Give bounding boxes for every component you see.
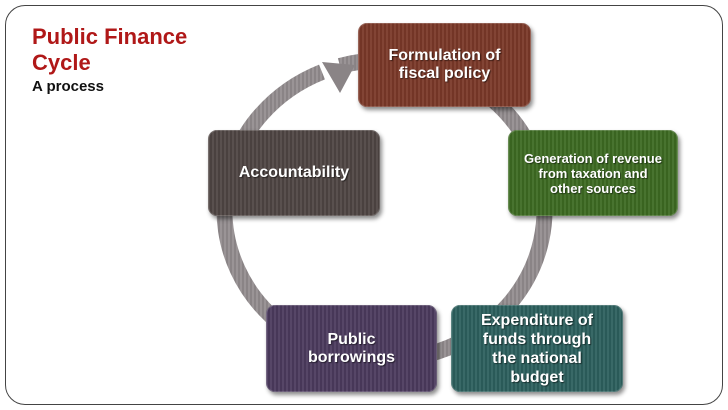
step-label: Accountability [238, 164, 350, 181]
step-accountability: Accountability [208, 130, 380, 216]
slide-frame [5, 5, 723, 405]
slide-subtitle: A process [32, 78, 104, 95]
step-label: Formulation of fiscal policy [388, 47, 501, 82]
step-formulation-fiscal-policy: Formulation of fiscal policy [358, 23, 531, 107]
step-label: Generation of revenue from taxation and … [524, 150, 662, 196]
cycle-arrowhead-icon [322, 62, 355, 93]
step-label: Public borrowings [307, 330, 396, 366]
step-generation-of-revenue: Generation of revenue from taxation and … [508, 130, 678, 216]
step-label: Expenditure of funds through the nationa… [480, 311, 593, 386]
slide-title: Public Finance Cycle [32, 24, 188, 75]
step-public-borrowings: Public borrowings [266, 305, 437, 392]
step-expenditure-of-funds: Expenditure of funds through the nationa… [451, 305, 623, 392]
